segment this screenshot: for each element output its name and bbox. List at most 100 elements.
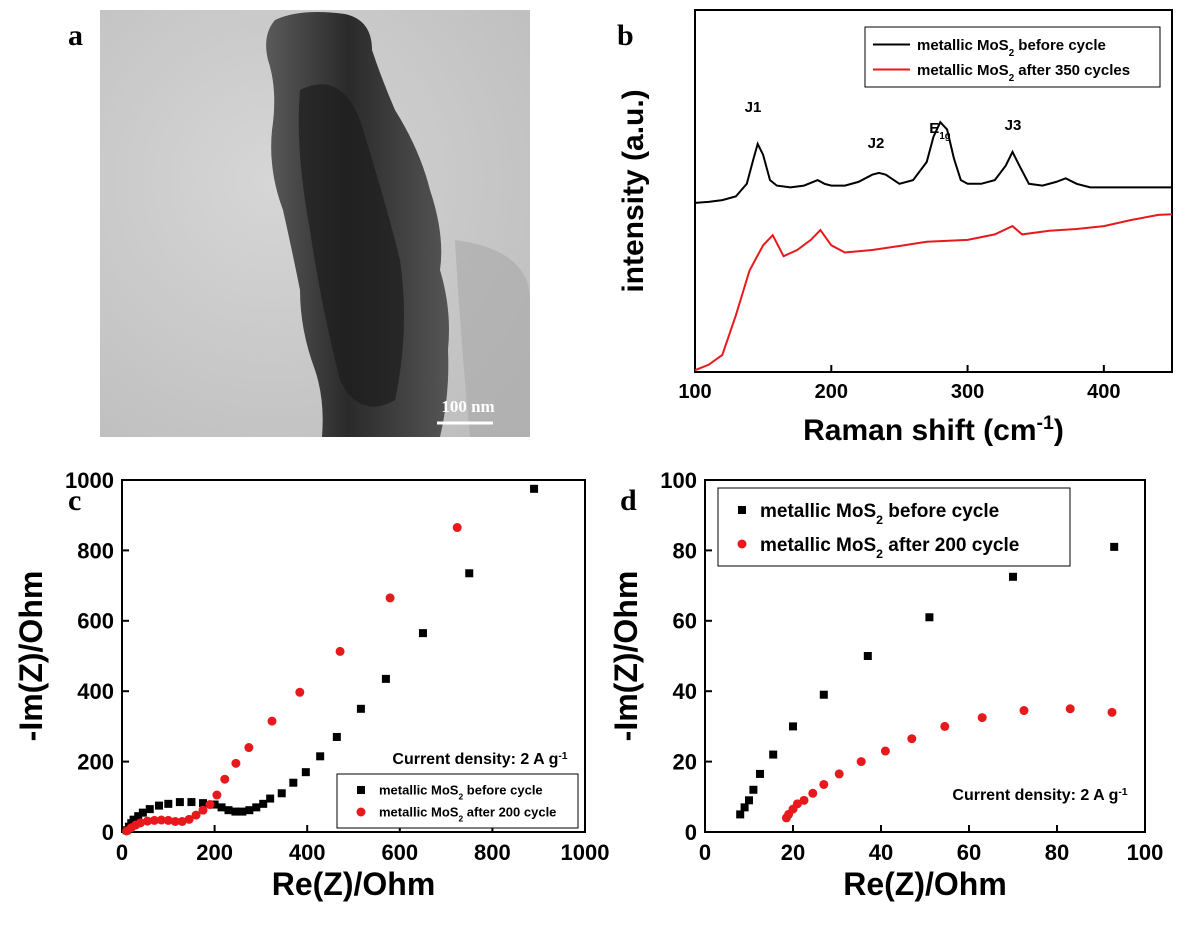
marker bbox=[245, 806, 253, 814]
marker bbox=[357, 705, 365, 713]
marker bbox=[146, 805, 154, 813]
x-tick-label: 1000 bbox=[561, 840, 610, 865]
panel-label: b bbox=[617, 19, 634, 52]
marker bbox=[800, 796, 809, 805]
text-part: metallic MoS bbox=[760, 501, 876, 522]
text-part: after 350 cycles bbox=[1014, 62, 1130, 79]
y-tick-label: 0 bbox=[102, 820, 114, 845]
marker bbox=[1066, 704, 1075, 713]
marker bbox=[857, 757, 866, 766]
y-tick-label: 40 bbox=[673, 679, 697, 704]
marker bbox=[382, 675, 390, 683]
x-tick-label: 300 bbox=[951, 381, 984, 403]
x-tick-label: 80 bbox=[1045, 840, 1069, 865]
panel-label: a bbox=[68, 19, 83, 52]
marker bbox=[465, 569, 473, 577]
marker bbox=[266, 795, 274, 803]
legend-swatch bbox=[357, 808, 366, 817]
text-part: Current density: 2 A g bbox=[952, 787, 1118, 804]
marker bbox=[199, 806, 208, 815]
marker bbox=[925, 613, 933, 621]
x-axis-label: Raman shift (cm-1) bbox=[803, 412, 1064, 447]
text-part: 1g bbox=[939, 131, 950, 142]
marker bbox=[155, 802, 163, 810]
x-tick-label: 100 bbox=[1127, 840, 1164, 865]
x-tick-label: 400 bbox=[289, 840, 326, 865]
marker bbox=[333, 733, 341, 741]
legend-swatch bbox=[738, 540, 747, 549]
annotation: Current density: 2 A g-1 bbox=[952, 787, 1127, 805]
marker bbox=[231, 759, 240, 768]
figure: 100 nm ab100200300400Raman shift (cm-1)i… bbox=[0, 0, 1193, 927]
x-tick-label: 200 bbox=[815, 381, 848, 403]
marker bbox=[164, 800, 172, 808]
marker bbox=[819, 780, 828, 789]
text-part: -1 bbox=[1118, 787, 1127, 798]
x-tick-label: 60 bbox=[957, 840, 981, 865]
y-tick-label: 60 bbox=[673, 609, 697, 634]
x-tick-label: 600 bbox=[381, 840, 418, 865]
marker bbox=[295, 688, 304, 697]
text-part: J1 bbox=[745, 99, 762, 116]
text-part: ) bbox=[1054, 414, 1064, 447]
x-tick-label: 800 bbox=[474, 840, 511, 865]
marker bbox=[881, 747, 890, 756]
marker bbox=[1009, 573, 1017, 581]
marker bbox=[745, 796, 753, 804]
marker bbox=[1020, 706, 1029, 715]
x-axis-label: Re(Z)/Ohm bbox=[272, 866, 436, 902]
y-axis-label: intensity (a.u.) bbox=[617, 89, 650, 292]
marker bbox=[808, 789, 817, 798]
marker bbox=[176, 798, 184, 806]
panel-label: d bbox=[620, 484, 637, 517]
tem-image: 100 nm bbox=[100, 10, 530, 437]
marker bbox=[289, 779, 297, 787]
marker bbox=[736, 810, 744, 818]
marker bbox=[756, 770, 764, 778]
legend-swatch bbox=[357, 786, 365, 794]
marker bbox=[139, 809, 147, 817]
marker bbox=[252, 803, 260, 811]
marker bbox=[907, 734, 916, 743]
x-tick-label: 0 bbox=[699, 840, 711, 865]
marker bbox=[978, 713, 987, 722]
marker bbox=[940, 722, 949, 731]
y-tick-label: 200 bbox=[77, 750, 114, 775]
marker bbox=[224, 806, 232, 814]
text-part: -1 bbox=[1037, 412, 1054, 434]
marker bbox=[244, 743, 253, 752]
text-part: metallic MoS bbox=[917, 37, 1009, 54]
marker bbox=[231, 808, 239, 816]
text-part: J2 bbox=[868, 135, 885, 152]
marker bbox=[769, 751, 777, 759]
x-tick-label: 20 bbox=[781, 840, 805, 865]
text-part: metallic MoS bbox=[379, 805, 459, 820]
peak-label: J3 bbox=[1005, 117, 1022, 134]
marker bbox=[212, 791, 221, 800]
x-axis-label: Re(Z)/Ohm bbox=[843, 866, 1007, 902]
text-part: before cycle bbox=[463, 783, 543, 798]
y-axis-label: -Im(Z)/Ohm bbox=[608, 571, 644, 742]
text-part: Raman shift (cm bbox=[803, 414, 1036, 447]
text-part: -1 bbox=[558, 751, 567, 762]
y-tick-label: 800 bbox=[77, 538, 114, 563]
scale-bar-label: 100 nm bbox=[441, 397, 494, 416]
marker bbox=[835, 769, 844, 778]
x-tick-label: 40 bbox=[869, 840, 893, 865]
marker bbox=[302, 768, 310, 776]
marker bbox=[278, 789, 286, 797]
marker bbox=[259, 800, 267, 808]
marker bbox=[316, 752, 324, 760]
legend-swatch bbox=[738, 506, 746, 514]
text-part: Current density: 2 A g bbox=[392, 751, 558, 768]
marker bbox=[530, 485, 538, 493]
marker bbox=[741, 803, 749, 811]
x-tick-label: 0 bbox=[116, 840, 128, 865]
peak-label: J2 bbox=[868, 135, 885, 152]
marker bbox=[218, 803, 226, 811]
text-part: before cycle bbox=[883, 501, 999, 522]
marker bbox=[749, 786, 757, 794]
y-tick-label: 400 bbox=[77, 679, 114, 704]
text-part: metallic MoS bbox=[917, 62, 1009, 79]
y-tick-label: 0 bbox=[685, 820, 697, 845]
